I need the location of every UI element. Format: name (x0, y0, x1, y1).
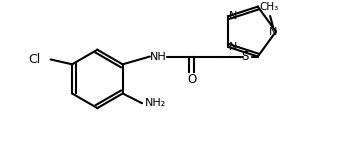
Text: N: N (269, 27, 277, 37)
Text: CH₃: CH₃ (260, 2, 279, 12)
Text: S: S (241, 50, 249, 63)
Text: NH: NH (150, 52, 167, 62)
Text: NH₂: NH₂ (145, 98, 166, 108)
Text: O: O (187, 73, 196, 86)
Text: Cl: Cl (29, 53, 41, 66)
Text: N: N (229, 42, 237, 52)
Text: N: N (229, 11, 237, 21)
